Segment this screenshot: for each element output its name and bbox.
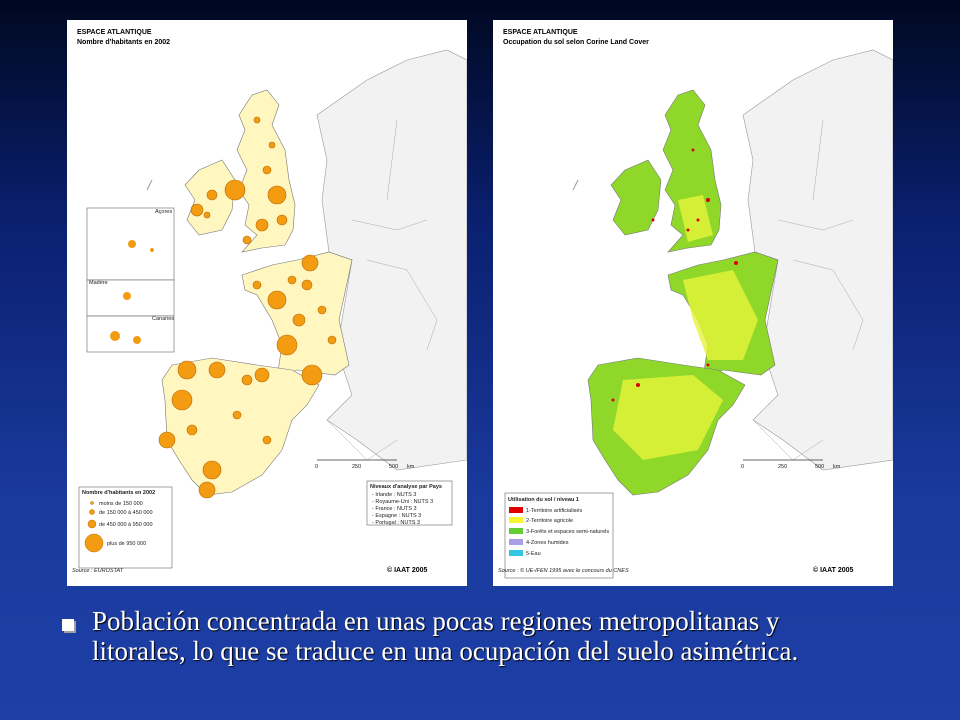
inset-label: Madère: [89, 280, 108, 286]
legend-item: 1-Territoire artificialisés: [526, 508, 582, 514]
land-cover-map: ESPACE ATLANTIQUE Occupation du sol selo…: [493, 20, 893, 586]
scale-label: km: [833, 464, 841, 470]
levels-item: - Irlande : NUTS 3: [372, 492, 416, 498]
map-svg: ESPACE ATLANTIQUE Occupation du sol selo…: [498, 29, 893, 579]
inset-label: Canaries: [152, 316, 174, 322]
legend-item: moins de 150 000: [99, 501, 143, 507]
legend-item: de 450 000 à 950 000: [99, 522, 153, 528]
legend-item: 3-Forêts et espaces semi-naturels: [526, 529, 609, 535]
caption-line: Población concentrada en unas pocas regi…: [92, 606, 780, 636]
legend-item: 2-Territoire agricole: [526, 518, 573, 524]
scale-label: 250: [352, 464, 361, 470]
population-circles: [158, 116, 337, 499]
bullet: [62, 619, 74, 631]
levels-title: Niveaux d'analyse par Pays: [370, 484, 442, 490]
scale-label: 0: [315, 464, 318, 470]
scale-label: km: [407, 464, 415, 470]
source: Source : EUROSTAT: [72, 568, 124, 574]
legend-title: Utilisation du sol / niveau 1: [508, 497, 579, 503]
legend-item: plus de 950 000: [107, 541, 146, 547]
population-map: ESPACE ATLANTIQUE Nombre d'habitants en …: [67, 20, 467, 586]
levels-item: - Espagne : NUTS 3: [372, 513, 421, 519]
inset-label: Açores: [155, 209, 172, 215]
copyright: © IAAT 2005: [387, 566, 428, 574]
map-svg: ESPACE ATLANTIQUE Nombre d'habitants en …: [72, 29, 467, 574]
scale-label: 500: [815, 464, 824, 470]
caption: Población concentrada en unas pocas regi…: [92, 606, 912, 666]
legend-item: 5-Eau: [526, 551, 541, 557]
scale-label: 500: [389, 464, 398, 470]
legend-title: Nombre d'habitants en 2002: [82, 490, 155, 496]
scale-label: 250: [778, 464, 787, 470]
legend-item: 4-Zones humides: [526, 540, 569, 546]
scale-label: 0: [741, 464, 744, 470]
map-title: ESPACE ATLANTIQUE: [77, 29, 152, 36]
map-subtitle: Occupation du sol selon Corine Land Cove…: [503, 39, 649, 46]
levels-item: - Royaume-Uni : NUTS 3: [372, 499, 433, 505]
map-title: ESPACE ATLANTIQUE: [503, 29, 578, 36]
levels-item: - France : NUTS 3: [372, 506, 417, 512]
map-subtitle: Nombre d'habitants en 2002: [77, 39, 170, 46]
legend-item: de 150 000 à 450 000: [99, 510, 153, 516]
levels-item: - Portugal : NUTS 3: [372, 520, 420, 526]
caption-line: litorales, lo que se traduce en una ocup…: [92, 636, 799, 666]
copyright: © IAAT 2005: [813, 566, 854, 574]
source: Source : © UE-IFEN 1995 avec le concours…: [498, 567, 629, 574]
